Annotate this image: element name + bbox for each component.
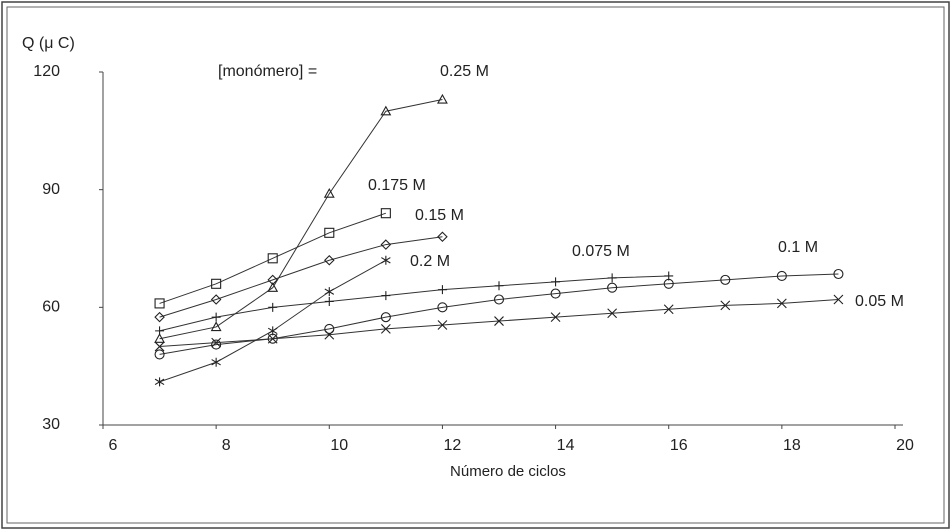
x-tick-label: 8: [222, 437, 231, 454]
x-tick-label: 14: [557, 437, 575, 454]
marker: [211, 339, 222, 350]
marker: [155, 326, 165, 336]
marker: [211, 357, 221, 367]
marker: [324, 296, 334, 306]
series-label: 0.05 M: [855, 293, 904, 310]
marker: [551, 277, 561, 287]
series-label: 0.075 M: [572, 243, 630, 260]
marker: [776, 270, 787, 282]
marker: [607, 308, 618, 319]
marker: [720, 300, 731, 311]
series-line: [159, 259, 387, 383]
marker: [437, 302, 448, 313]
series-line: [159, 212, 387, 304]
series-label: 0.1 M: [778, 239, 818, 256]
marker: [833, 294, 844, 305]
series-label: 0.25 M: [440, 63, 489, 80]
series-line: [159, 236, 443, 318]
marker: [154, 341, 165, 352]
y-axis-label: Q (μ C): [22, 35, 75, 52]
marker: [211, 312, 221, 322]
x-axis-label: Número de ciclos: [450, 463, 566, 480]
x-tick-label: 18: [783, 437, 801, 454]
marker: [324, 329, 335, 340]
marker: [267, 253, 278, 264]
marker: [380, 105, 392, 116]
marker: [437, 231, 448, 243]
marker: [663, 304, 674, 315]
marker: [324, 254, 335, 266]
series-label: 0.175 M: [368, 177, 426, 194]
y-tick-label: 30: [42, 416, 60, 433]
marker: [267, 333, 278, 344]
marker: [268, 302, 278, 312]
y-tick-label: 90: [42, 181, 60, 198]
y-tick-label: 120: [33, 63, 60, 80]
marker: [210, 321, 222, 332]
marker: [833, 268, 844, 280]
series-label: 0.2 M: [410, 253, 450, 270]
marker: [720, 274, 731, 285]
marker: [154, 377, 165, 387]
marker: [267, 274, 278, 286]
marker: [324, 227, 335, 238]
x-tick-label: 16: [670, 437, 688, 454]
marker: [776, 298, 787, 309]
marker: [211, 278, 222, 289]
frame-inner: [6, 6, 945, 524]
marker: [380, 312, 391, 323]
marker: [493, 294, 505, 305]
marker: [607, 273, 617, 283]
marker: [437, 320, 448, 330]
marker: [380, 324, 391, 334]
x-tick-label: 12: [444, 437, 462, 454]
annotation: [monómero] =: [218, 63, 317, 80]
marker: [437, 285, 447, 295]
marker: [380, 239, 392, 250]
x-tick-label: 20: [896, 437, 914, 454]
marker: [154, 311, 165, 323]
marker: [607, 282, 618, 293]
marker: [324, 323, 335, 334]
marker: [323, 187, 335, 198]
series-line: [159, 98, 443, 340]
marker: [494, 281, 504, 291]
marker: [211, 337, 222, 348]
series-line: [159, 275, 669, 332]
marker: [550, 288, 561, 299]
marker: [381, 255, 391, 265]
series-label: 0.15 M: [415, 207, 464, 224]
series-line: [159, 298, 839, 348]
marker: [210, 294, 222, 305]
marker: [324, 287, 335, 297]
marker: [494, 316, 504, 326]
marker: [381, 291, 391, 301]
marker: [436, 93, 448, 104]
marker: [550, 312, 561, 323]
marker: [154, 349, 165, 360]
marker: [380, 208, 391, 219]
marker: [154, 333, 166, 343]
x-tick-label: 10: [330, 437, 348, 454]
marker: [663, 278, 674, 289]
y-tick-label: 60: [42, 299, 60, 316]
marker: [267, 282, 279, 292]
x-tick-label: 6: [109, 437, 118, 454]
marker: [154, 298, 165, 309]
